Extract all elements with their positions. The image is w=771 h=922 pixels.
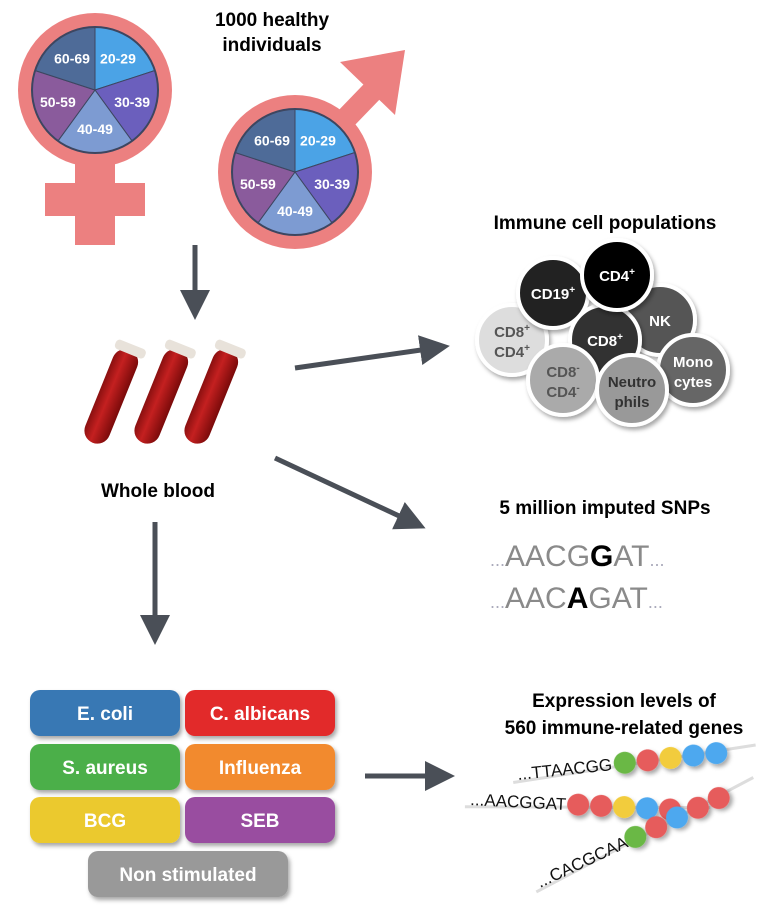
cell-circle [475, 303, 549, 377]
immune-cell: CD8+ CD4+ [475, 303, 549, 377]
cell-label: CD4+ [494, 343, 530, 361]
pie-outline [31, 26, 159, 154]
cell-label: CD4- [546, 383, 579, 401]
immune-cell-cluster: CD8+ CD4+ CD19+ NK CD8+ CD4+ CD8- CD4- Mono cytes… [475, 238, 730, 427]
age-label: 60-69 [254, 132, 290, 148]
stimulus-box [88, 851, 288, 897]
snps-title: 5 million imputed SNPs [499, 498, 710, 519]
stimulus-box [30, 690, 180, 736]
cell-label: CD4+ [599, 267, 635, 285]
stimulus-box [185, 690, 335, 736]
snp-sequences: ...AACGGAT... ...AACAGAT... [490, 540, 665, 615]
immune-title: Immune cell populations [494, 213, 717, 234]
blood-tubes-icon [84, 339, 246, 444]
expression-bead [636, 797, 659, 820]
stimulus-label: SEB [240, 811, 279, 832]
arrow-to-snps [273, 455, 426, 530]
cohort-title-line2: individuals [222, 35, 321, 56]
stimulus-box [185, 744, 335, 790]
cell-label: phils [614, 394, 649, 411]
expression-bead [636, 749, 659, 772]
gene-sequence: ...AACGGAT [470, 790, 567, 814]
stimulus-label: C. albicans [210, 704, 310, 725]
expression-bead [659, 746, 682, 769]
immune-cell: CD4+ [580, 238, 654, 312]
stimulus-box [30, 744, 180, 790]
stimulus-button: Influenza [185, 744, 335, 790]
stimulus-box [185, 797, 335, 843]
expression-bead [590, 794, 613, 817]
stimulus-label: S. aureus [62, 758, 148, 779]
snp-sequence-2: ...AACAGAT... [490, 582, 663, 615]
stimulus-label: Influenza [219, 758, 302, 779]
cell-label: CD19+ [531, 285, 575, 303]
snp-sequence-1: ...AACGGAT... [490, 540, 665, 573]
cell-circle [580, 238, 654, 312]
expression-bead [567, 793, 590, 816]
cell-label: NK [649, 313, 671, 330]
age-label: 50-59 [240, 176, 276, 192]
expression-bead [707, 787, 730, 810]
age-label: 40-49 [277, 203, 313, 219]
gene-strand: ...TTAACGG [513, 742, 756, 784]
gene-sequence: ...TTAACGG [516, 755, 613, 784]
immune-cell: CD8- CD4- [526, 343, 600, 417]
expression-bead [613, 796, 636, 819]
stimulus-box [30, 797, 180, 843]
expression-bead [645, 816, 668, 839]
cell-label: cytes [674, 374, 712, 391]
gene-expression-strands: ...TTAACGG ...AACGGAT ...CACGCAA [464, 742, 756, 894]
age-label: 60-69 [54, 50, 90, 66]
age-label: 20-29 [300, 132, 336, 148]
cohort-title-line1: 1000 healthy [215, 10, 329, 31]
stimulus-button: SEB [185, 797, 335, 843]
age-label: 40-49 [77, 121, 113, 137]
stimulus-label: Non stimulated [119, 865, 256, 886]
age-label: 30-39 [314, 176, 350, 192]
expression-bead [686, 796, 709, 819]
cell-label: CD8+ [587, 332, 623, 350]
expression-bead [705, 742, 728, 765]
cell-label: CD8- [546, 363, 579, 381]
age-label: 30-39 [114, 94, 150, 110]
expression-bead [624, 825, 647, 848]
cell-circle [595, 353, 669, 427]
stimulus-button: BCG [30, 797, 180, 843]
stimulus-button: Non stimulated [88, 851, 288, 897]
cell-label: Neutro [608, 374, 656, 391]
stimulus-button: C. albicans [185, 690, 335, 736]
stimulus-button: E. coli [30, 690, 180, 736]
gene-strand: ...CACGCAA [534, 776, 754, 894]
expression-bead [682, 744, 705, 767]
expression-title-line2: 560 immune-related genes [505, 718, 744, 739]
expression-bead [666, 806, 689, 829]
stimulation-conditions: E. coli C. albicans S. aureus Influenza BCG S… [30, 690, 335, 897]
gene-sequence: ...CACGCAA [534, 833, 632, 892]
age-label: 50-59 [40, 94, 76, 110]
stimulus-label: E. coli [77, 704, 133, 725]
whole-blood-label: Whole blood [101, 481, 215, 502]
pie-outline [231, 108, 359, 236]
stimulus-label: BCG [84, 811, 126, 832]
arrow-to-cells [294, 335, 450, 371]
cell-label: CD8+ [494, 323, 530, 341]
age-label: 20-29 [100, 50, 136, 66]
expression-title-line1: Expression levels of [532, 691, 716, 712]
expression-bead [613, 751, 636, 774]
cell-label: Mono [673, 354, 713, 371]
immune-cell: Neutro phils [595, 353, 669, 427]
stimulus-button: S. aureus [30, 744, 180, 790]
